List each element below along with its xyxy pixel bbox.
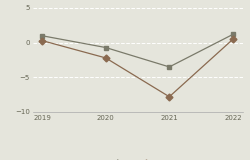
Rent. económica (104, 47, 107, 48)
Rent. económica (232, 33, 234, 35)
Legend: Rent. económica, Rent. financiera: Rent. económica, Rent. financiera (64, 157, 211, 160)
Rent. financiera (104, 57, 107, 59)
Rent. económica (168, 66, 171, 68)
Rent. económica (40, 35, 43, 37)
Rent. financiera (168, 96, 171, 98)
Rent. financiera (40, 40, 43, 42)
Line: Rent. financiera: Rent. financiera (40, 37, 235, 99)
Rent. financiera (232, 38, 234, 40)
Line: Rent. económica: Rent. económica (40, 32, 235, 69)
